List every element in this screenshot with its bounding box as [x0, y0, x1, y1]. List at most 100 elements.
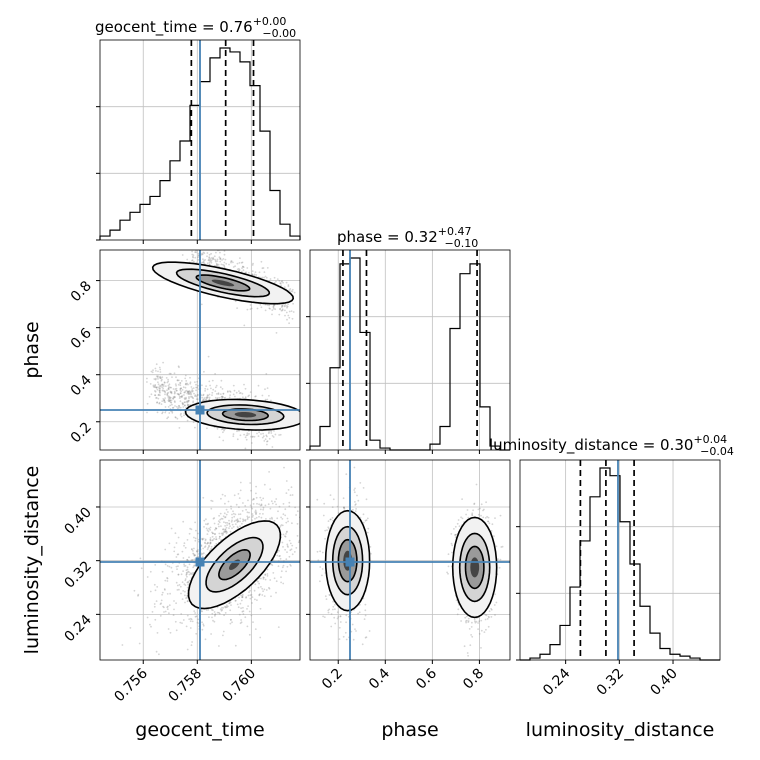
sample-point [190, 392, 192, 395]
sample-point [258, 594, 261, 597]
sample-point [255, 513, 257, 515]
sample-point [209, 258, 212, 261]
sample-point [164, 390, 166, 393]
sample-point [195, 550, 198, 553]
sample-point [161, 400, 164, 402]
sample-point [247, 499, 249, 502]
sample-point [169, 401, 172, 403]
sample-point [205, 609, 208, 611]
sample-point [169, 390, 172, 393]
sample-point [483, 508, 485, 511]
sample-point [215, 262, 218, 265]
sample-point [176, 589, 179, 591]
sample-point [214, 373, 217, 375]
sample-point [174, 396, 176, 398]
sample-point [291, 290, 294, 293]
sample-point [269, 507, 272, 510]
sample-point [208, 396, 211, 399]
sample-point [358, 603, 361, 606]
title-geocent-time: geocent_time = 0.76+0.00 −0.00 [95, 15, 296, 40]
sample-point [248, 271, 250, 274]
sample-point [497, 558, 499, 560]
sample-point [357, 499, 360, 502]
sample-point [192, 397, 195, 400]
sample-point [334, 622, 337, 625]
sample-point [184, 546, 187, 549]
sample-point [193, 554, 196, 557]
sample-point [150, 370, 153, 373]
sample-point [241, 510, 244, 512]
sample-point [266, 267, 269, 269]
sample-point [157, 370, 159, 373]
sample-point [191, 259, 193, 262]
title-geocent-time-sub: −0.00 [262, 27, 296, 40]
sample-point [260, 586, 262, 588]
sample-point [246, 608, 248, 610]
sample-point [178, 406, 180, 409]
sample-point [345, 614, 348, 617]
sample-point [275, 580, 278, 583]
sample-point [218, 256, 221, 259]
sample-point [189, 376, 191, 379]
sample-point [188, 391, 191, 394]
sample-point [225, 508, 228, 511]
sample-point [184, 383, 187, 385]
sample-point [210, 547, 213, 550]
sample-point [217, 397, 219, 399]
sample-point [306, 541, 308, 543]
sample-point [234, 513, 237, 516]
sample-point [239, 513, 242, 516]
sample-point [234, 395, 236, 398]
x-tick-label: 0.40 [647, 666, 680, 699]
sample-point [251, 436, 254, 438]
sample-point [204, 390, 207, 392]
x-tick-label: 0.8 [460, 666, 487, 693]
sample-point [316, 498, 319, 501]
sample-point [173, 372, 176, 375]
sample-point [222, 634, 224, 637]
sample-point [261, 587, 264, 590]
sample-point [180, 613, 183, 615]
sample-point [205, 518, 207, 521]
sample-point [168, 383, 171, 386]
sample-point [339, 615, 342, 617]
sample-point [216, 611, 219, 614]
sample-point [221, 396, 224, 399]
sample-point [171, 570, 174, 573]
sample-point [208, 393, 211, 396]
sample-point [223, 428, 226, 431]
sample-point [219, 386, 222, 389]
sample-point [214, 613, 217, 615]
sample-point [152, 369, 154, 372]
sample-point [357, 612, 359, 615]
sample-point [243, 383, 245, 386]
sample-point [220, 609, 223, 612]
sample-point [212, 532, 214, 535]
sample-point [222, 528, 224, 531]
sample-point [237, 520, 240, 523]
sample-point [177, 365, 180, 368]
sample-point [177, 553, 180, 556]
sample-point [167, 396, 170, 399]
sample-point [248, 516, 251, 518]
sample-point [213, 255, 216, 258]
sample-point [251, 602, 253, 604]
sample-point [155, 375, 158, 378]
sample-point [191, 389, 194, 392]
sample-point [192, 256, 195, 259]
sample-point [356, 494, 358, 497]
density-fill [234, 412, 257, 418]
sample-point [260, 503, 263, 506]
sample-point [164, 397, 167, 399]
sample-point [178, 588, 180, 591]
sample-point [289, 542, 292, 545]
sample-point [160, 386, 162, 388]
sample-point [138, 642, 141, 645]
sample-point [291, 317, 294, 320]
sample-point [195, 389, 198, 392]
sample-point [245, 596, 247, 599]
sample-point [454, 536, 457, 539]
sample-point [229, 530, 232, 533]
sample-point [221, 609, 224, 611]
sample-point [158, 390, 161, 393]
